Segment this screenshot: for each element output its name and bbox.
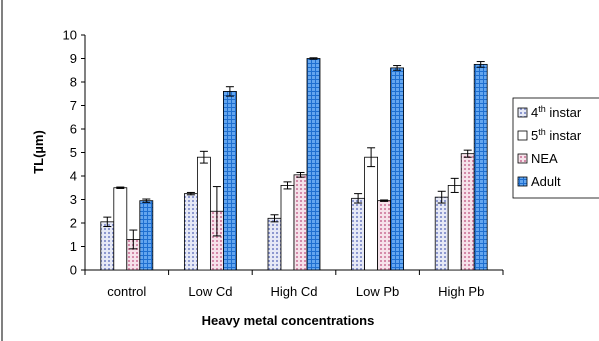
legend-label: 4th instar — [531, 104, 582, 120]
bar-dots-pink — [377, 200, 392, 271]
legend-swatch — [517, 107, 528, 118]
bar-grid-blue — [390, 67, 405, 271]
bar-grid-blue — [306, 58, 321, 271]
y-tick-label: 0 — [70, 263, 77, 278]
y-tick-label: 1 — [70, 239, 77, 254]
legend: 4th instar 5th instar NEA Adult — [512, 97, 599, 199]
bar-white — [447, 184, 462, 271]
legend-label: 5th instar — [531, 127, 582, 143]
bar-white — [280, 184, 295, 271]
bar-dots-blue — [434, 196, 449, 271]
legend-label: NEA — [531, 151, 558, 166]
y-tick-label: 6 — [70, 122, 77, 137]
y-tick-label: 4 — [70, 169, 77, 184]
y-tick-label: 8 — [70, 75, 77, 90]
legend-label: Adult — [531, 174, 561, 189]
bar-dots-pink — [460, 153, 475, 271]
legend-swatch — [517, 130, 528, 141]
bar-dots-blue — [100, 221, 115, 271]
y-tick-label: 10 — [63, 28, 77, 43]
x-tick-label: Low Cd — [188, 284, 232, 299]
y-tick-label: 2 — [70, 216, 77, 231]
bar-dots-blue — [267, 217, 282, 271]
y-tick-label: 7 — [70, 98, 77, 113]
bar-grid-blue — [222, 91, 237, 271]
x-axis-title: Heavy metal concentrations — [202, 313, 375, 328]
x-tick-label: Low Pb — [356, 284, 399, 299]
x-tick-label: High Cd — [271, 284, 318, 299]
bar-grid-blue — [139, 200, 154, 271]
bar-white — [196, 156, 211, 271]
x-tick-label: control — [107, 284, 146, 299]
x-tick-label: High Pb — [438, 284, 484, 299]
bar-dots-pink — [293, 174, 308, 271]
legend-swatch — [517, 153, 528, 164]
bar-white — [364, 156, 379, 271]
bar-dots-blue — [351, 197, 366, 271]
y-axis-title: TL(µm) — [31, 130, 46, 174]
bar-dots-blue — [183, 193, 198, 271]
y-tick-label: 3 — [70, 192, 77, 207]
y-tick-label: 9 — [70, 51, 77, 66]
bar-white — [113, 187, 128, 271]
bar-grid-blue — [473, 63, 488, 271]
legend-swatch — [517, 176, 528, 187]
plot-area: 0 1 2 3 4 5 6 7 8 9 10 control Low Cd High Cd Low Pb Hi… — [63, 28, 504, 299]
y-tick-label: 5 — [70, 145, 77, 160]
